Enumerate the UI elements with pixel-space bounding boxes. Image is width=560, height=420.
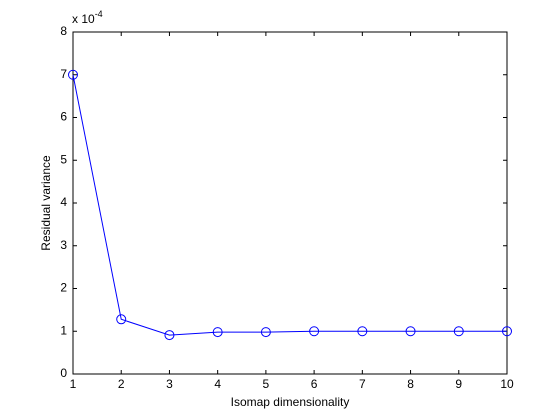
y-tick-label: 7 (60, 67, 67, 81)
y-tick-label: 6 (60, 110, 67, 124)
y-axis-label: Residual variance (39, 155, 53, 251)
x-tick-label: 9 (455, 377, 462, 391)
x-tick-label: 7 (359, 377, 366, 391)
x-tick-label: 1 (70, 377, 77, 391)
series-line (72, 74, 507, 336)
x-tick-label: 8 (407, 377, 414, 391)
axes-box (72, 31, 508, 375)
point-marker (357, 326, 368, 337)
y-tick-label: 0 (60, 366, 67, 380)
y-multiplier-exponent: -4 (95, 9, 103, 19)
y-tick-label: 3 (60, 238, 67, 252)
point-marker (164, 330, 175, 341)
x-tick-label: 5 (263, 377, 270, 391)
x-tick-label: 3 (166, 377, 173, 391)
x-tick-label: 2 (118, 377, 125, 391)
x-tick-label: 6 (311, 377, 318, 391)
x-tick-label: 4 (214, 377, 221, 391)
point-marker (309, 326, 320, 337)
y-tick-label: 8 (60, 24, 67, 38)
y-tick-label: 4 (60, 195, 67, 209)
point-marker (116, 314, 127, 325)
point-marker (502, 326, 512, 337)
point-marker (260, 327, 271, 338)
y-tick-label: 5 (60, 152, 67, 166)
y-multiplier-base: x 10 (72, 12, 95, 26)
point-marker (453, 326, 464, 337)
point-marker (212, 327, 223, 338)
x-tick-label: 10 (500, 377, 514, 391)
y-tick-label: 1 (60, 323, 67, 337)
x-axis-label: Isomap dimensionality (231, 395, 350, 409)
point-marker (405, 326, 416, 337)
y-tick-label: 2 (60, 281, 67, 295)
point-marker (68, 69, 78, 80)
y-multiplier: x 10-4 (72, 9, 103, 26)
